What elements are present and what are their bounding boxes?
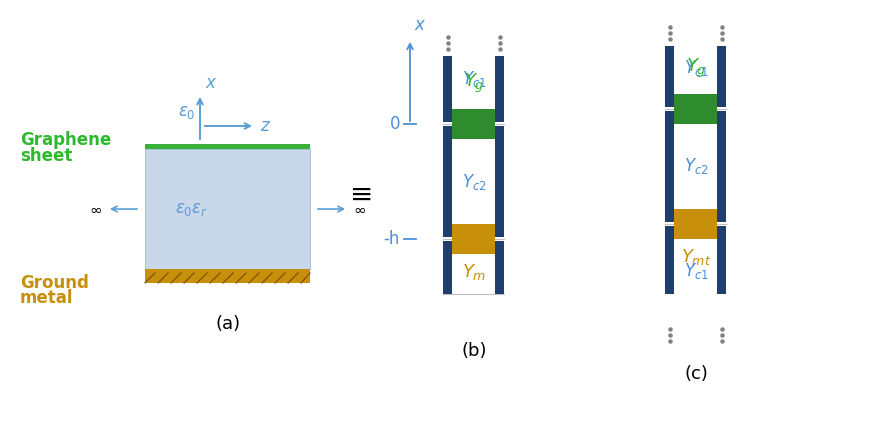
Text: $\equiv$: $\equiv$ (344, 180, 371, 208)
Bar (665, 46, 673, 107)
Bar (717, 226, 726, 294)
Text: $Y_{c2}$: $Y_{c2}$ (461, 171, 486, 191)
Text: metal: metal (20, 289, 73, 307)
Text: $\varepsilon_0\varepsilon_r$: $\varepsilon_0\varepsilon_r$ (175, 200, 208, 218)
Text: z: z (260, 117, 269, 135)
Text: $\infty$: $\infty$ (353, 201, 366, 217)
Text: (a): (a) (216, 315, 241, 333)
Text: sheet: sheet (20, 147, 72, 165)
Bar (452, 224, 495, 254)
Bar (145, 144, 309, 149)
Bar (717, 46, 726, 107)
Bar (665, 226, 673, 294)
Text: $\varepsilon_0$: $\varepsilon_0$ (178, 103, 196, 121)
Bar (673, 209, 717, 239)
Text: -h: -h (383, 230, 400, 248)
Text: x: x (414, 16, 423, 34)
Text: $Y_m$: $Y_m$ (461, 262, 486, 282)
Bar (495, 56, 504, 122)
Bar (145, 149, 309, 269)
Bar (443, 56, 452, 122)
Text: $Y_g$: $Y_g$ (463, 72, 484, 95)
Bar (673, 94, 717, 124)
Bar (665, 111, 673, 222)
Text: $\infty$: $\infty$ (89, 201, 102, 217)
Text: Ground: Ground (20, 274, 89, 292)
Bar (495, 241, 504, 294)
Text: (b): (b) (461, 342, 486, 360)
Text: $Y_{c1}$: $Y_{c1}$ (683, 261, 707, 281)
Bar (717, 111, 726, 222)
Text: x: x (205, 74, 215, 92)
Bar (443, 126, 452, 237)
Text: $Y_g$: $Y_g$ (685, 57, 706, 80)
Bar (443, 241, 452, 294)
Text: 0: 0 (389, 115, 400, 133)
Bar (452, 109, 495, 139)
Bar (145, 269, 309, 283)
Bar (495, 126, 504, 237)
Text: $Y_{c2}$: $Y_{c2}$ (683, 157, 707, 177)
Text: $Y_{c1}$: $Y_{c1}$ (461, 69, 486, 89)
Text: Graphene: Graphene (20, 131, 111, 149)
Text: (c): (c) (683, 365, 707, 383)
Text: $Y_{c1}$: $Y_{c1}$ (683, 59, 707, 79)
Text: $Y_{mt}$: $Y_{mt}$ (680, 247, 711, 267)
